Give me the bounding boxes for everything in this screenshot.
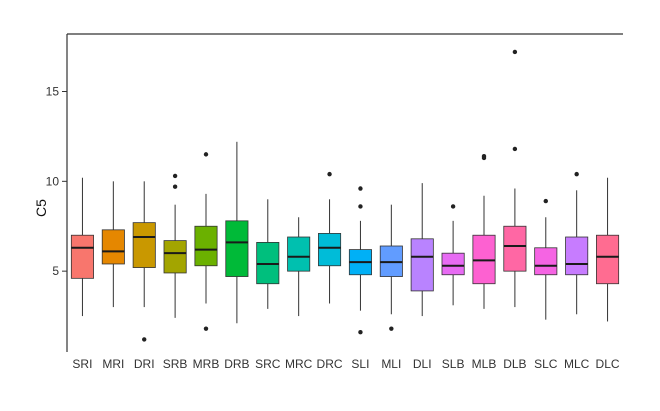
box-iqr (441, 252, 465, 276)
x-tick-label-DRI: DRI (134, 357, 155, 371)
box-MRB (194, 152, 218, 331)
box-SLC (534, 198, 558, 320)
outlier-point (512, 49, 518, 55)
box-iqr (503, 225, 527, 272)
labels-group: SRI MRI DRI SRB MRB DRB SRC MRC DRC SLI MLI DLI SLB M… (72, 357, 619, 371)
x-tick-label-SRC: SRC (255, 357, 281, 371)
x-tick-label-DRC: DRC (317, 357, 343, 371)
x-tick-label-DLC: DLC (596, 357, 620, 371)
x-tick-label-DLB: DLB (503, 357, 526, 371)
box-SRC (256, 199, 280, 309)
box-SLB (441, 204, 465, 306)
y-tick-label: 10 (46, 174, 60, 188)
outlier-point (358, 330, 363, 335)
box-iqr (410, 238, 434, 292)
x-tick-label-SRI: SRI (72, 357, 92, 371)
x-tick-label-MLC: MLC (564, 357, 590, 371)
box-iqr (163, 240, 187, 274)
y-tick-label: 5 (52, 264, 59, 278)
box-DLB (503, 49, 527, 308)
outlier-point (358, 186, 363, 191)
box-iqr (101, 229, 125, 265)
x-tick-label-SLI: SLI (351, 357, 369, 371)
outlier-point (389, 326, 394, 331)
outlier-point (358, 204, 363, 209)
box-iqr (596, 234, 620, 285)
y-tick-label: 15 (46, 84, 60, 98)
box-iqr (287, 236, 311, 272)
box-iqr (225, 220, 249, 277)
y-axis-title: C5 (33, 199, 49, 217)
box-iqr (565, 236, 589, 276)
x-tick-label-MRC: MRC (285, 357, 313, 371)
boxes-group (70, 49, 620, 342)
box-DRC (318, 171, 342, 304)
x-tick-label-MLB: MLB (472, 357, 497, 371)
x-tick-label-MLI: MLI (381, 357, 401, 371)
box-iqr (194, 225, 218, 267)
outlier-point (142, 337, 147, 342)
x-tick-label-MRB: MRB (193, 357, 220, 371)
outlier-point (481, 153, 487, 159)
box-MRI (101, 181, 125, 308)
outlier-point (203, 326, 209, 331)
axes-group: 5 10 15 (46, 33, 623, 352)
outlier-point (543, 198, 548, 204)
box-MRC (287, 217, 311, 317)
outlier-point (327, 171, 332, 177)
box-DLI (410, 183, 434, 317)
x-tick-label-SLB: SLB (442, 357, 465, 371)
box-iqr (132, 222, 156, 268)
x-tick-label-DLI: DLI (413, 357, 432, 371)
outlier-point (574, 171, 579, 177)
box-SLI (348, 186, 372, 335)
outlier-point (512, 146, 518, 152)
x-tick-label-MRI: MRI (102, 357, 124, 371)
outlier-point (172, 173, 178, 179)
x-tick-label-SRB: SRB (163, 357, 188, 371)
box-iqr (70, 234, 94, 279)
box-MLI (379, 204, 403, 331)
box-iqr (318, 233, 342, 267)
box-DRB (225, 141, 249, 324)
outlier-point (450, 204, 456, 209)
box-MLB (472, 153, 496, 309)
box-DRI (132, 181, 156, 342)
outlier-point (203, 152, 209, 157)
box-iqr (534, 247, 558, 276)
x-tick-label-SLC: SLC (534, 357, 558, 371)
outlier-point (172, 184, 178, 189)
x-tick-label-DRB: DRB (224, 357, 249, 371)
box-MLC (565, 171, 589, 315)
box-SRB (163, 173, 187, 318)
box-SRI (70, 177, 94, 317)
box-DLC (596, 177, 620, 322)
